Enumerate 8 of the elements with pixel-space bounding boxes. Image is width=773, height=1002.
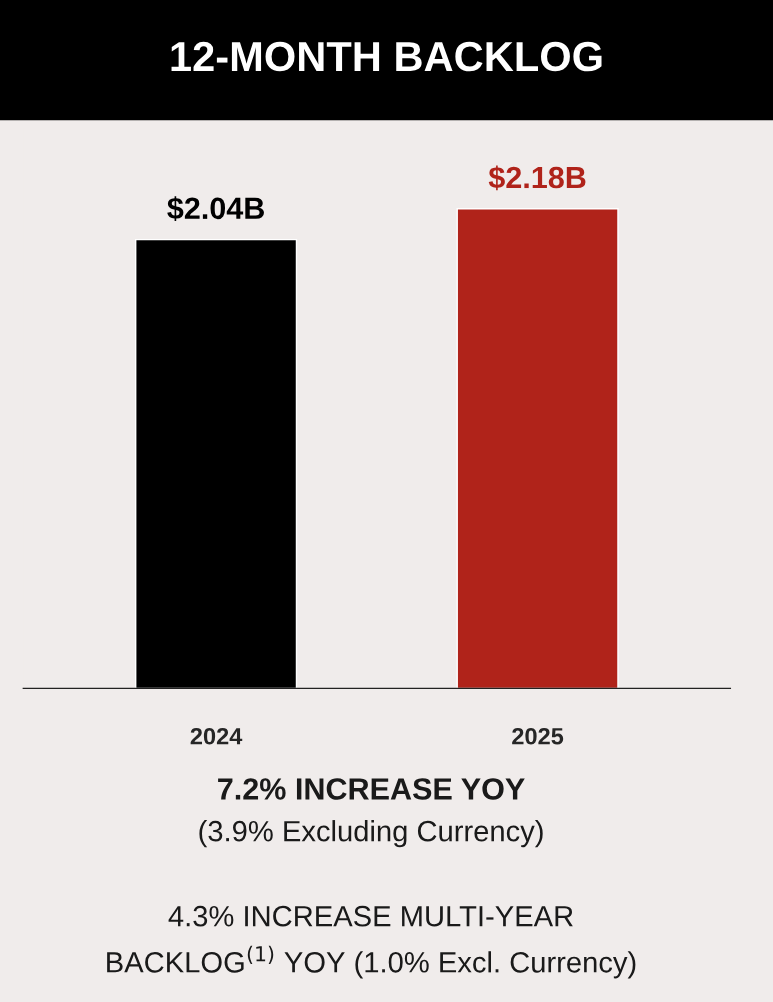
text: (3.9% Excluding Currency): [199, 820, 543, 848]
x-tick-label: 2024: [190, 727, 243, 745]
x-tick-label: 2025: [512, 727, 564, 745]
text: 7.2% INCREASE YOY: [218, 778, 525, 800]
data-label: $2.04B: [167, 196, 264, 222]
chart-title: 12-MONTH BACKLOG: [171, 41, 602, 72]
text: 4.3% INCREASE MULTI-YEAR BACKLOG$^{(1)}$ YOY (1.0% Excl. Currency): [107, 905, 636, 979]
data-label: $2.18B: [488, 165, 586, 191]
